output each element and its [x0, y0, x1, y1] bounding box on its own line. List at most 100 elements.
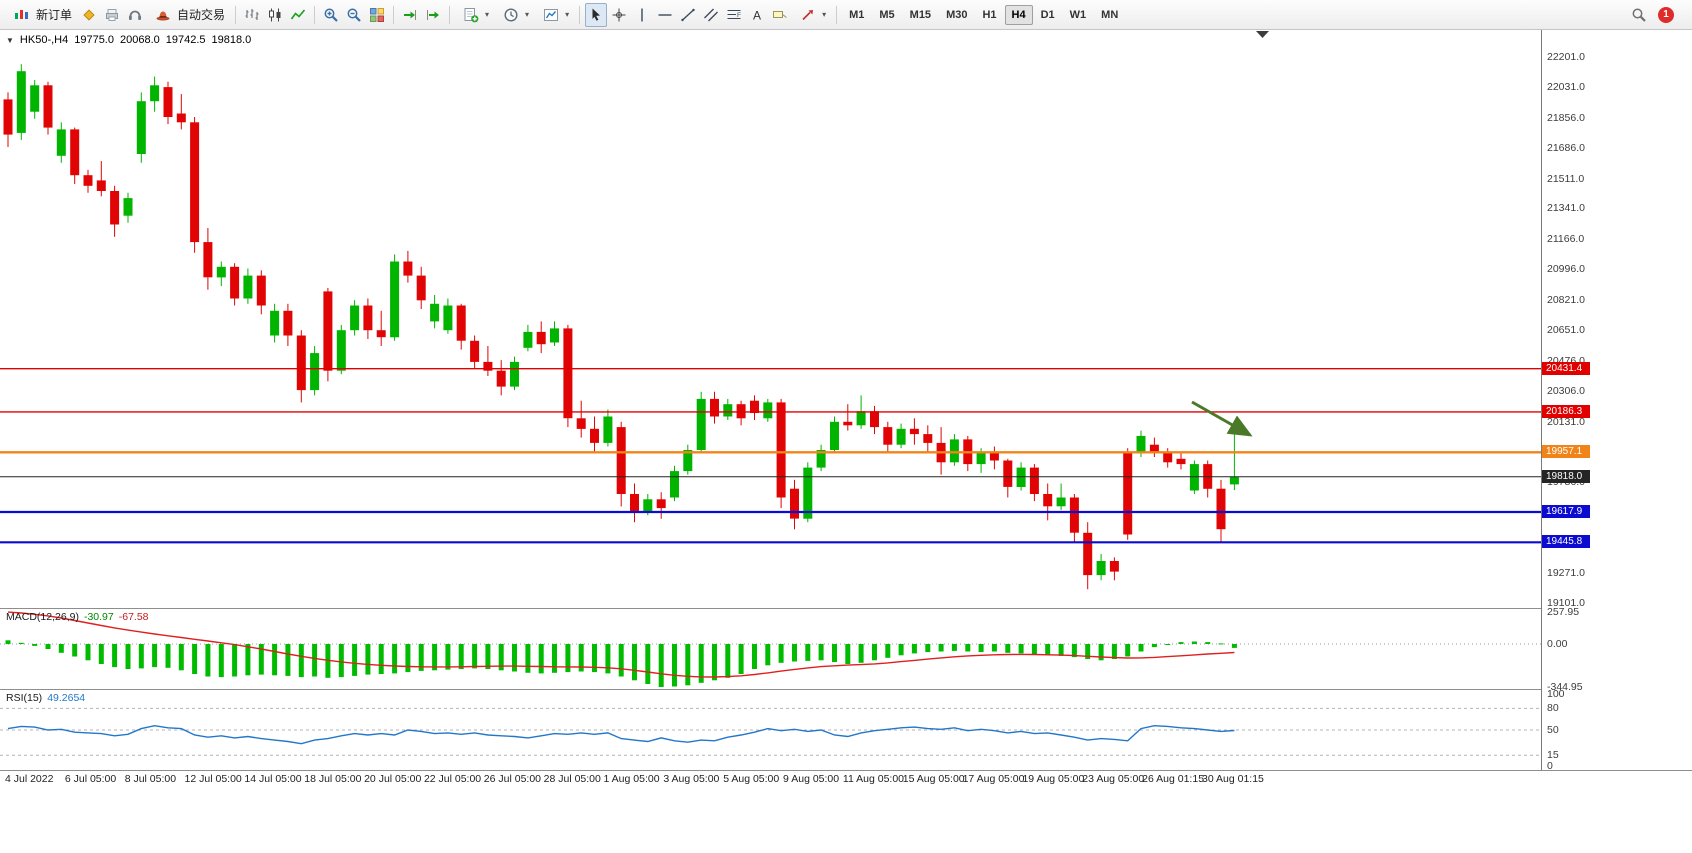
- time-axis-label: 8 Jul 05:00: [124, 773, 177, 785]
- channel-tool-button[interactable]: [700, 3, 722, 27]
- clock-icon: [500, 3, 522, 27]
- price-axis-label: 21166.0: [1547, 233, 1585, 246]
- timeframe-button-h1[interactable]: H1: [982, 8, 997, 21]
- rsi-scale-label: 50: [1547, 724, 1559, 736]
- price-level-badge: 19818.0: [1542, 469, 1590, 483]
- auto-scroll-icon[interactable]: [399, 3, 421, 27]
- horizontal-line-tool-button[interactable]: [654, 3, 676, 27]
- new-chart-icon: [460, 3, 482, 27]
- chevron-down-icon: ▾: [525, 10, 530, 19]
- arrow-shape-icon: [797, 3, 819, 27]
- macd-scale-label: 0.00: [1547, 638, 1568, 650]
- price-axis[interactable]: 22201.0 22031.0 21856.0 21686.0 21511.0 21341…: [1541, 30, 1692, 772]
- chart-symbol-period: HK50-,H4: [19, 34, 69, 46]
- zoom-in-icon[interactable]: [320, 3, 342, 27]
- time-axis-label: 6 Jul 05:00: [64, 773, 117, 785]
- toolbar-separator: [393, 5, 395, 24]
- candlestick-chart-icon[interactable]: [264, 3, 286, 27]
- time-axis[interactable]: 4 Jul 2022 6 Jul 05:00 8 Jul 05:00 12 Jul 0…: [0, 771, 1541, 790]
- timeframe-button-w1[interactable]: W1: [1069, 8, 1087, 21]
- timeframe-button-m1[interactable]: M1: [849, 8, 865, 21]
- chart-shift-icon[interactable]: [422, 3, 444, 27]
- vertical-line-tool-button[interactable]: [631, 3, 653, 27]
- price-axis-label: 20131.0: [1547, 415, 1585, 428]
- crosshair-tool-button[interactable]: [608, 3, 630, 27]
- price-axis-label: 20821.0: [1547, 294, 1585, 307]
- support-headset-icon[interactable]: [124, 3, 146, 27]
- rsi-value: 49.2654: [47, 692, 86, 704]
- cursor-tool-button[interactable]: [585, 2, 608, 27]
- macd-scale-label: -344.95: [1547, 681, 1583, 694]
- arrows-tool-button[interactable]: ▾: [792, 3, 831, 27]
- timeframe-button-mn[interactable]: MN: [1101, 8, 1119, 21]
- toolbar-separator: [314, 5, 316, 24]
- rsi-label: RSI(15) 49.2654: [6, 692, 85, 704]
- notification-badge[interactable]: 1: [1658, 6, 1674, 23]
- rsi-scale-label: 15: [1547, 749, 1559, 762]
- tile-windows-icon[interactable]: [366, 3, 388, 27]
- price-level-badge: 20431.4: [1542, 361, 1590, 375]
- toolbar: 新订单 自动交易 ▾ ▾ ▾ F A ▾ M1 M5 M15 M30 H1 H4 D1 W1 M…: [0, 0, 1692, 30]
- text-label-tool-button[interactable]: [769, 3, 791, 27]
- price-axis-label: 21856.0: [1547, 111, 1585, 124]
- time-axis-label: 15 Aug 05:00: [902, 773, 965, 785]
- svg-text:F: F: [737, 12, 741, 19]
- line-chart-icon[interactable]: [287, 3, 309, 27]
- macd-canvas[interactable]: [0, 609, 1541, 689]
- template-button[interactable]: ▾: [535, 3, 574, 27]
- zoom-out-icon[interactable]: [343, 3, 365, 27]
- price-axis-label: 21511.0: [1547, 172, 1585, 185]
- price-level-badge: 19445.8: [1542, 535, 1590, 549]
- rsi-name: RSI(15): [6, 692, 43, 704]
- rsi-scale-label: 0: [1547, 760, 1553, 772]
- print-icon[interactable]: [101, 3, 123, 27]
- timeframe-button-m30[interactable]: M30: [946, 8, 968, 21]
- time-axis-label: 11 Aug 05:00: [842, 773, 905, 785]
- ohlc-close: 19818.0: [211, 34, 252, 46]
- toolbar-separator: [579, 5, 581, 24]
- autotrading-button[interactable]: 自动交易: [147, 3, 230, 27]
- ohlc-open: 19775.0: [74, 34, 114, 46]
- time-axis-label: 14 Jul 05:00: [244, 773, 302, 785]
- trendline-tool-button[interactable]: [677, 3, 699, 27]
- time-axis-divider: [0, 770, 1692, 771]
- new-order-label: 新订单: [36, 8, 73, 22]
- bar-chart-icon[interactable]: [241, 3, 263, 27]
- toolbar-separator: [836, 5, 838, 24]
- macd-label: MACD(12,26,9) -30.97 -67.58: [6, 611, 149, 623]
- timeframe-button-m5[interactable]: M5: [879, 8, 895, 21]
- period-button[interactable]: ▾: [495, 3, 534, 27]
- text-tool-button[interactable]: A: [746, 3, 768, 27]
- metaeditor-icon[interactable]: [78, 3, 100, 27]
- time-axis-label: 12 Jul 05:00: [184, 773, 242, 785]
- new-chart-button[interactable]: ▾: [455, 3, 494, 27]
- time-axis-label: 26 Jul 05:00: [483, 773, 542, 785]
- rsi-canvas[interactable]: [0, 690, 1541, 770]
- macd-signal-value: -67.58: [118, 611, 149, 623]
- chart-window: 4 Jul 2022 6 Jul 05:00 8 Jul 05:00 12 Jul 0…: [0, 30, 1692, 790]
- timeframe-button-m15[interactable]: M15: [909, 8, 932, 21]
- panel-divider[interactable]: [0, 689, 1692, 690]
- time-axis-label: 17 Aug 05:00: [962, 773, 1025, 785]
- time-axis-label: 23 Aug 05:00: [1082, 773, 1145, 785]
- time-axis-label: 26 Aug 01:15: [1142, 773, 1205, 785]
- price-axis-label: 19101.0: [1547, 597, 1585, 610]
- price-axis-label: 20306.0: [1547, 384, 1585, 397]
- panel-divider[interactable]: [0, 608, 1692, 609]
- new-order-button[interactable]: 新订单: [6, 3, 77, 27]
- time-axis-label: 1 Aug 05:00: [603, 773, 660, 785]
- timeframe-button-h4[interactable]: H4: [1004, 4, 1033, 25]
- chart-shift-marker: [1256, 31, 1269, 38]
- macd-main-value: -30.97: [83, 611, 114, 623]
- time-axis-label: 5 Aug 05:00: [723, 773, 780, 785]
- search-icon[interactable]: [1628, 3, 1650, 27]
- ohlc-low: 19742.5: [165, 34, 206, 46]
- timeframe-button-d1[interactable]: D1: [1040, 8, 1055, 21]
- template-icon: [540, 3, 562, 27]
- time-axis-label: 28 Jul 05:00: [543, 773, 601, 785]
- toolbar-separator: [449, 5, 451, 24]
- main-chart-canvas[interactable]: [0, 30, 1541, 608]
- one-click-trading-toggle[interactable]: ▼: [6, 35, 14, 45]
- price-axis-label: 21686.0: [1547, 141, 1585, 154]
- fibonacci-tool-button[interactable]: F: [723, 3, 745, 27]
